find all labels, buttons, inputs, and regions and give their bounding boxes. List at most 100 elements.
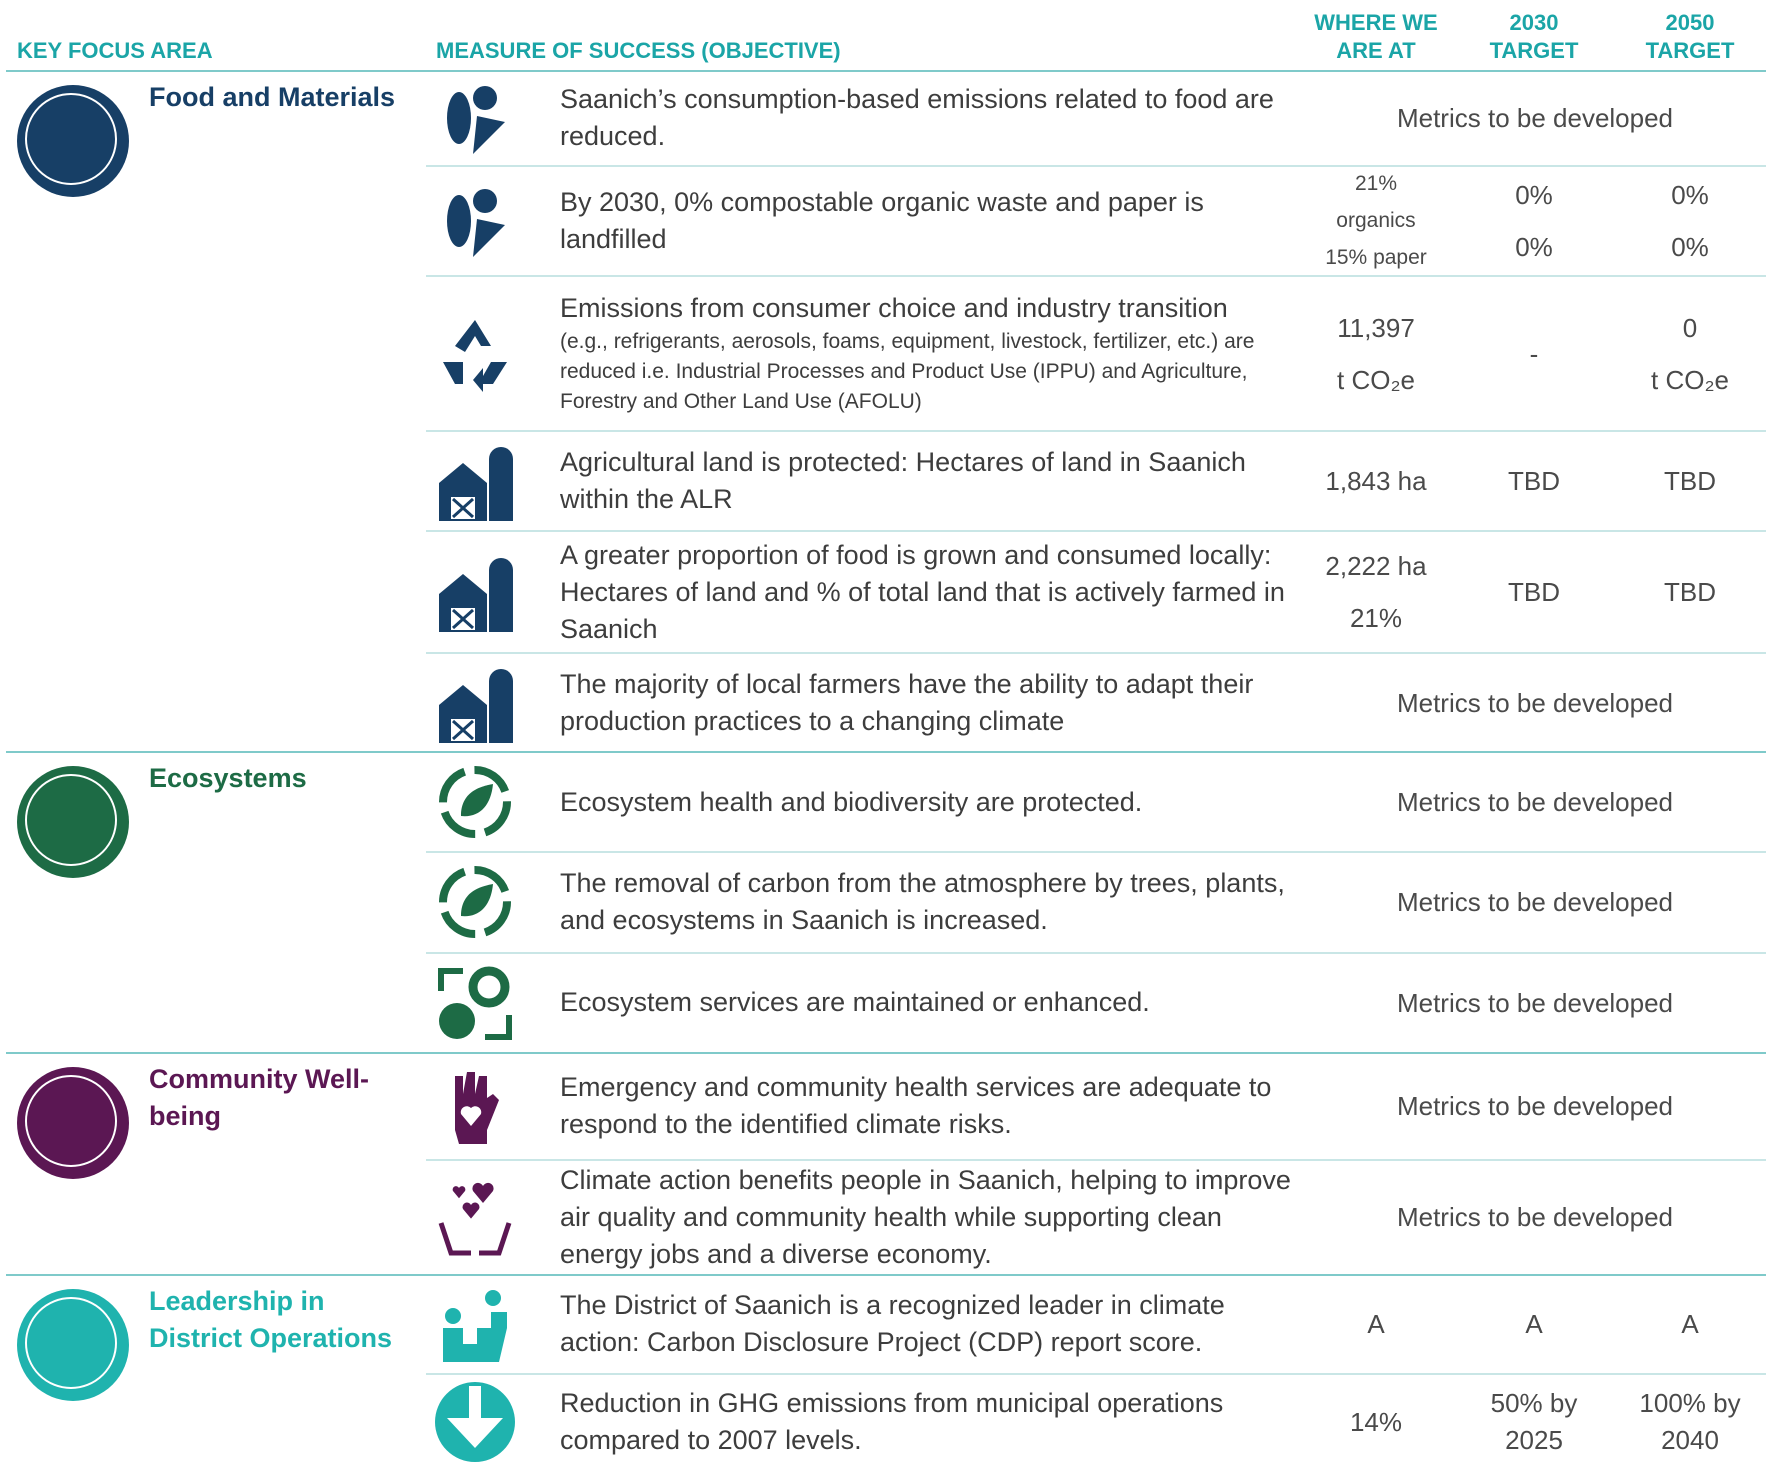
row-divider <box>426 530 1766 533</box>
objective: Climate action benefits people in Saanic… <box>560 1160 1295 1275</box>
value-cell: A <box>1464 1275 1604 1374</box>
row-icon <box>438 1183 512 1256</box>
value-text: 15% paper <box>1325 246 1427 270</box>
row-divider <box>426 1158 1766 1161</box>
value-text: 14% <box>1349 1406 1403 1437</box>
value-text: 11,397 <box>1337 312 1415 343</box>
section-icon <box>17 1066 129 1179</box>
metrics-label: Metrics to be developed <box>1396 787 1674 818</box>
metrics-text: Metrics to be developed <box>1310 653 1760 752</box>
value-cell: A <box>1296 1275 1456 1374</box>
section-title: Food and Materials <box>149 81 396 112</box>
value-text: A <box>1367 1309 1385 1340</box>
value-cell: 0% 0% <box>1464 166 1604 276</box>
objective: Emergency and community health services … <box>560 1053 1295 1160</box>
row-icon <box>439 447 513 522</box>
row-icon <box>447 188 505 257</box>
row-icon-box <box>433 961 517 1045</box>
section-divider <box>6 751 1766 754</box>
value-cell: 100% by 2040 <box>1620 1374 1760 1470</box>
metrics-label: Metrics to be developed <box>1396 103 1674 134</box>
metrics-text: Metrics to be developed <box>1310 1053 1760 1160</box>
column-header: 2030 TARGET <box>1489 10 1579 63</box>
value-text: A <box>1525 1309 1543 1340</box>
metrics-label: Metrics to be developed <box>1396 887 1674 918</box>
value-cell: A <box>1620 1275 1760 1374</box>
value-text: 21% <box>1354 172 1398 196</box>
value-cell: TBD <box>1620 531 1760 653</box>
row-divider <box>426 851 1766 854</box>
objective: The majority of local farmers have the a… <box>560 653 1295 752</box>
row-icon <box>435 1381 515 1462</box>
section-icon <box>17 1288 129 1401</box>
value-text: 0 <box>1682 312 1698 343</box>
objective: Ecosystem health and biodiversity are pr… <box>560 752 1295 852</box>
row-icon <box>439 866 511 939</box>
objective-text: Ecosystem health and biodiversity are pr… <box>560 786 1143 817</box>
objective-text: Emergency and community health services … <box>560 1072 1272 1140</box>
row-icon <box>447 86 505 155</box>
value-text: 0% <box>1515 231 1553 262</box>
section-title: Leadership in District Operations <box>149 1285 393 1353</box>
value-text: TBD <box>1664 466 1716 497</box>
objective: Agricultural land is protected: Hectares… <box>560 431 1295 531</box>
row-divider <box>426 430 1766 433</box>
metrics-text: Metrics to be developed <box>1310 752 1760 852</box>
row-divider <box>426 951 1766 954</box>
objective: The removal of carbon from the atmospher… <box>560 852 1295 952</box>
section-title: Ecosystems <box>149 763 307 794</box>
objective-text: A greater proportion of food is grown an… <box>560 539 1285 644</box>
value-cell: TBD <box>1464 531 1604 653</box>
objective-text: Saanich’s consumption-based emissions re… <box>560 84 1274 152</box>
row-icon-box <box>433 860 517 944</box>
value-cell: - <box>1464 276 1604 431</box>
metrics-label: Metrics to be developed <box>1396 687 1674 718</box>
value-text: TBD <box>1508 466 1560 497</box>
value-cell: TBD <box>1464 431 1604 531</box>
section-divider <box>6 69 1766 72</box>
column-header: WHERE WE ARE AT <box>1314 10 1438 63</box>
row-divider <box>426 1372 1766 1375</box>
objective-text: Climate action benefits people in Saanic… <box>560 1164 1291 1269</box>
value-text: 0% <box>1671 179 1709 210</box>
section-icon-ring <box>25 92 117 185</box>
metrics-label: Metrics to be developed <box>1396 987 1674 1018</box>
column-header: KEY FOCUS AREA <box>17 38 213 63</box>
section-icon-ring <box>25 1296 117 1389</box>
row-divider <box>426 274 1766 277</box>
objective: The District of Saanich is a recognized … <box>560 1275 1295 1374</box>
objective-text: Reduction in GHG emissions from municipa… <box>560 1387 1224 1455</box>
section-icon-ring <box>25 1074 117 1167</box>
section-title: Community Well-being <box>149 1063 370 1131</box>
row-icon-box <box>433 179 517 263</box>
value-text: 100% by <box>1639 1387 1741 1418</box>
value-text: t CO₂e <box>1651 364 1729 395</box>
value-cell: 50% by 2025 <box>1464 1374 1604 1470</box>
row-icon <box>438 966 512 1040</box>
metrics-text: Metrics to be developed <box>1310 953 1760 1053</box>
objective-text: By 2030, 0% compostable organic waste an… <box>560 186 1204 254</box>
value-text: 0% <box>1671 231 1709 262</box>
value-text: 2,222 ha <box>1325 551 1427 582</box>
value-text: TBD <box>1508 577 1560 608</box>
value-cell: 1,843 ha <box>1296 431 1456 531</box>
row-icon-box <box>433 760 517 844</box>
value-text: 0% <box>1515 179 1553 210</box>
objective-text: The majority of local farmers have the a… <box>560 668 1254 736</box>
metrics-label: Metrics to be developed <box>1396 1091 1674 1122</box>
value-text: 2040 <box>1661 1424 1719 1455</box>
value-text: 1,843 ha <box>1325 466 1427 497</box>
value-cell: 11,397 t CO₂e <box>1296 276 1456 431</box>
objective: A greater proportion of food is grown an… <box>560 531 1295 653</box>
value-cell: 0% 0% <box>1620 166 1760 276</box>
value-text: 2025 <box>1505 1424 1563 1455</box>
row-divider <box>426 164 1766 167</box>
section-icon <box>17 766 129 879</box>
value-text: 21% <box>1349 603 1403 634</box>
section-icon-ring <box>25 774 117 867</box>
row-icon-box <box>433 661 517 745</box>
row-icon <box>439 558 513 633</box>
value-text: - <box>1529 338 1539 369</box>
objective-text: Ecosystem services are maintained or enh… <box>560 987 1150 1018</box>
